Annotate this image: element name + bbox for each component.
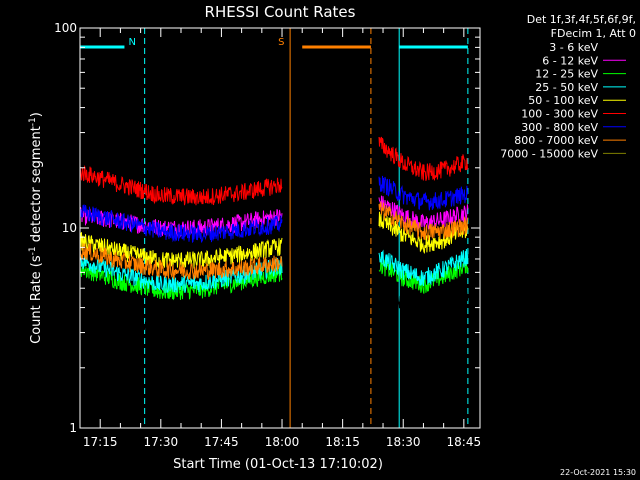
series-line xyxy=(79,261,283,301)
series-line xyxy=(378,136,469,181)
series-lines xyxy=(79,136,469,336)
legend-header-line1: Det 1f,3f,4f,5f,6f,9f, xyxy=(527,13,636,26)
x-tick-label: 18:45 xyxy=(447,435,482,449)
x-axis-label: Start Time (01-Oct-13 17:10:02) xyxy=(173,457,383,472)
y-axis-label-mid: detector segment xyxy=(29,126,44,246)
series-line xyxy=(378,175,468,211)
series-line xyxy=(378,201,469,241)
legend-label: 50 - 100 keV xyxy=(528,94,598,107)
x-tick-label: 18:30 xyxy=(386,435,421,449)
x-tick-label: 17:45 xyxy=(204,435,239,449)
x-tick-label: 18:00 xyxy=(265,435,300,449)
legend-label: 800 - 7000 keV xyxy=(514,134,598,147)
legend-label: 3 - 6 keV xyxy=(549,41,598,54)
legend-label: 7000 - 15000 keV xyxy=(500,147,598,160)
x-tick-label: 17:15 xyxy=(83,435,118,449)
x-tick-label: 18:15 xyxy=(325,435,360,449)
generated-timestamp: 22-Oct-2021 15:30 xyxy=(560,468,636,477)
series-line xyxy=(79,164,283,206)
series-line xyxy=(79,231,283,269)
series-line xyxy=(79,206,283,239)
axes: 1 10 100 17:15 17:30 17:45 18:00 18:15 18:30 18:4… xyxy=(54,21,481,449)
chart-title: RHESSI Count Rates xyxy=(205,3,356,21)
series-line xyxy=(378,248,469,287)
y-axis-label-sup2: -1 xyxy=(28,117,38,126)
series-line xyxy=(79,243,283,281)
legend-label: 25 - 50 keV xyxy=(535,81,598,94)
y-axis-label-sup1: -1 xyxy=(28,246,38,255)
y-axis-label: Count Rate (s-1 detector segment-1) xyxy=(28,112,44,344)
series-line xyxy=(79,204,283,244)
marker-label: N xyxy=(128,37,135,48)
series-line xyxy=(79,273,283,336)
y-axis-label-end: ) xyxy=(29,112,44,117)
series-line xyxy=(378,256,469,294)
legend-label: 300 - 800 keV xyxy=(521,121,598,134)
x-tick-label: 17:30 xyxy=(144,435,179,449)
legend-label: 12 - 25 keV xyxy=(535,68,598,81)
legend-label: 6 - 12 keV xyxy=(542,54,598,67)
y-axis-label-main: Count Rate (s xyxy=(29,255,44,344)
marker-label: S xyxy=(278,37,284,48)
legend: Det 1f,3f,4f,5f,6f,9f, FDecim 1, Att 0 3… xyxy=(500,13,636,160)
y-tick-label: 10 xyxy=(62,221,77,235)
y-tick-label: 100 xyxy=(54,21,77,35)
y-tick-label: 1 xyxy=(69,421,77,435)
legend-header-line2: FDecim 1, Att 0 xyxy=(551,27,636,40)
series-line xyxy=(378,275,469,325)
legend-label: 100 - 300 keV xyxy=(521,108,598,121)
